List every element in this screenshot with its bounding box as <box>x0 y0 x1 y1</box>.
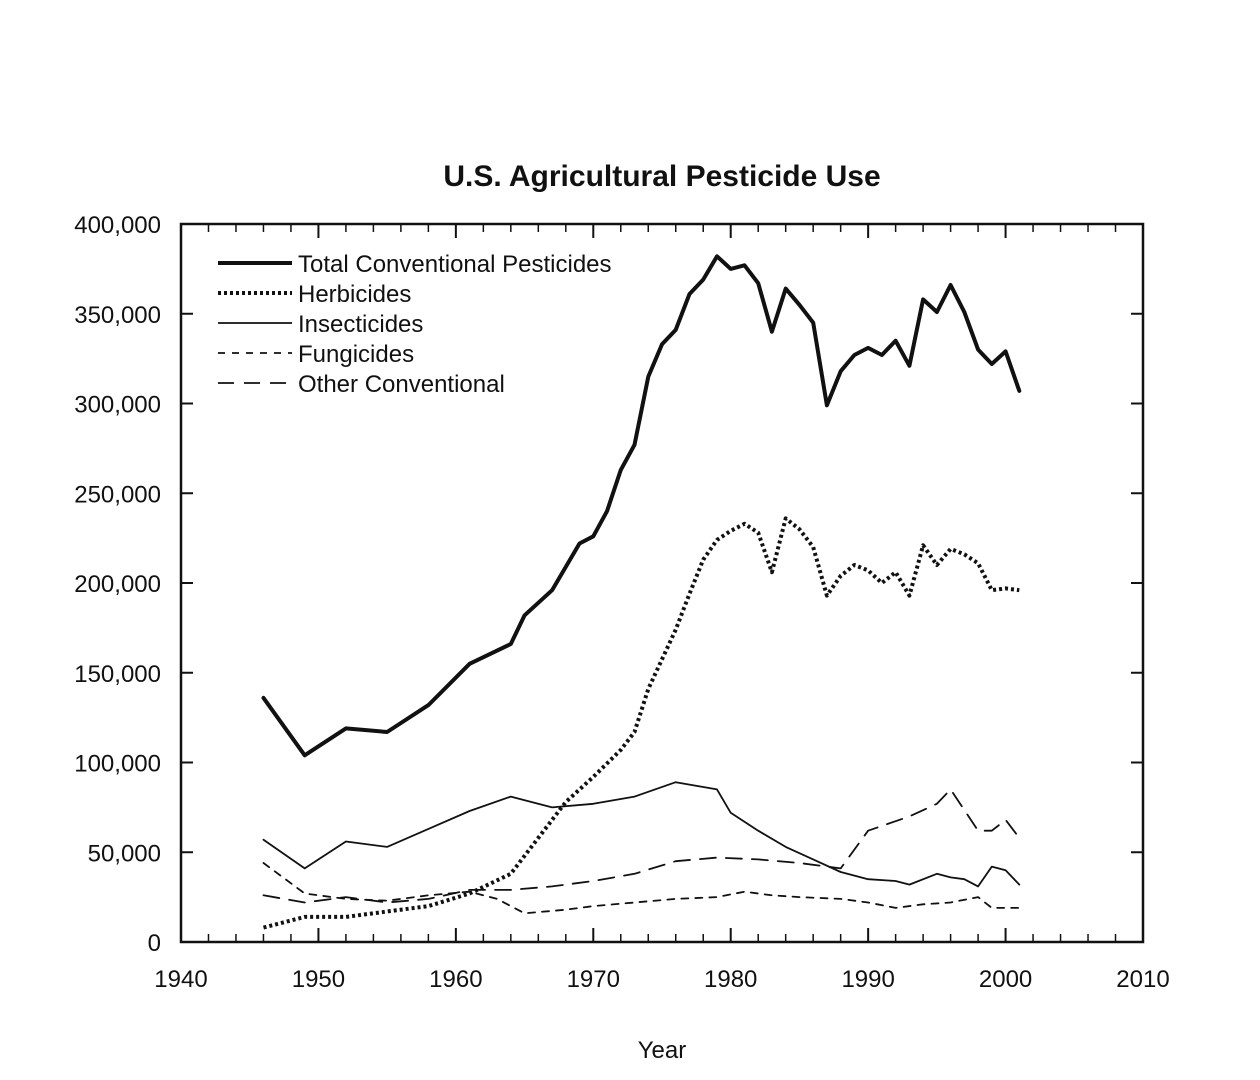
y-tick-label: 350,000 <box>74 302 161 329</box>
y-tick-label: 250,000 <box>74 481 161 508</box>
legend-label-total-conventional-pesticides: Total Conventional Pesticides <box>298 251 612 278</box>
x-axis: 1940 1950 1960 1970 1980 1990 2000 2010 <box>154 224 1170 993</box>
legend-label-other-conventional: Other Conventional <box>298 371 505 398</box>
y-tick-label: 150,000 <box>74 661 161 688</box>
herbicides-line <box>262 516 1020 930</box>
chart-title: U.S. Agricultural Pesticide Use <box>443 160 880 193</box>
fungicides-line <box>262 862 1021 915</box>
series-layer <box>261 254 1022 930</box>
total-conventional-pesticides-line <box>261 254 1022 758</box>
x-tick-label: 1950 <box>292 966 345 993</box>
x-axis-label: Year <box>638 1037 687 1064</box>
x-tick-label: 1980 <box>704 966 757 993</box>
legend: Total Conventional Pesticides Herbicides I… <box>218 251 612 398</box>
x-tick-label: 2010 <box>1116 966 1169 993</box>
y-tick-label: 400,000 <box>74 212 161 239</box>
x-tick-label: 1990 <box>841 966 894 993</box>
x-tick-label: 2000 <box>979 966 1032 993</box>
y-tick-label: 100,000 <box>74 751 161 778</box>
y-tick-label: 0 <box>148 930 161 957</box>
legend-label-insecticides: Insecticides <box>298 311 423 338</box>
legend-label-fungicides: Fungicides <box>298 341 414 368</box>
other-conventional-line <box>262 788 1021 904</box>
y-axis: 0 50,000 100,000 150,000 200,000 250,000 300,0… <box>74 212 1143 957</box>
insecticides-line <box>262 781 1021 888</box>
x-tick-label: 1940 <box>154 966 207 993</box>
y-tick-label: 50,000 <box>88 840 161 867</box>
x-tick-label: 1960 <box>429 966 482 993</box>
legend-label-herbicides: Herbicides <box>298 281 411 308</box>
y-tick-label: 200,000 <box>74 571 161 598</box>
x-tick-label: 1970 <box>567 966 620 993</box>
y-tick-label: 300,000 <box>74 392 161 419</box>
